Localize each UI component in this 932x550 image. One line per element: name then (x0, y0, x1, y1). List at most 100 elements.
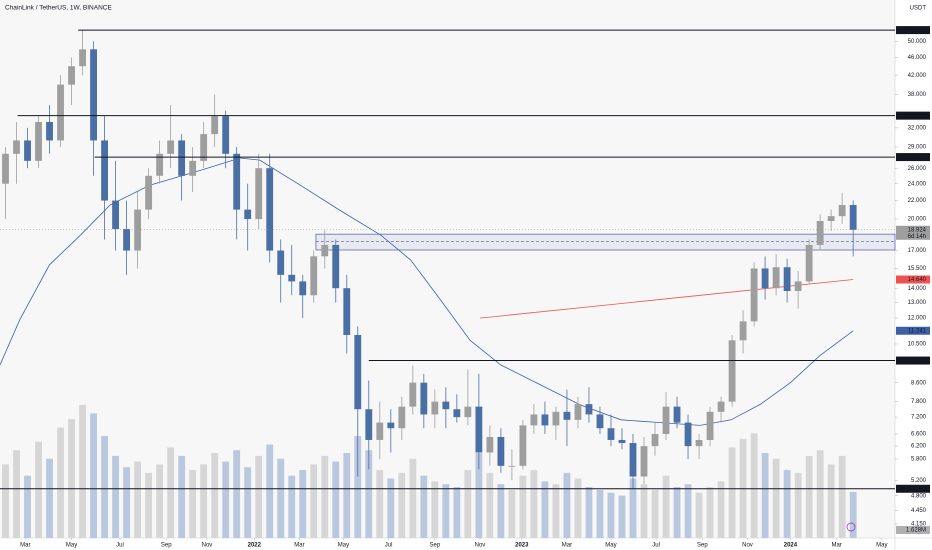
candle-body (178, 140, 186, 176)
volume-bar (772, 458, 780, 538)
y-tick-label: 14.000 (908, 286, 927, 292)
candle-body (464, 406, 472, 418)
y-tick-label: 6.600 (911, 432, 927, 438)
candle-body (222, 116, 230, 154)
volume-bar (299, 470, 307, 538)
candle-body (321, 244, 329, 257)
x-tick-label: 2023 (515, 543, 529, 549)
candle-body (398, 406, 406, 429)
x-tick-label: May (605, 543, 616, 549)
volume-bar (750, 433, 758, 538)
volume-bar (222, 461, 230, 538)
x-tick-label: Mar (562, 543, 572, 549)
candle-body (255, 168, 263, 220)
level-label-bg (896, 484, 930, 493)
y-tick-label: 4.150 (911, 522, 927, 528)
y-tick-label: 15.500 (908, 266, 927, 272)
x-tick-label: May (876, 543, 887, 549)
price-axis (895, 0, 932, 550)
y-tick-label: 12.000 (908, 316, 927, 322)
y-tick-label: 22.000 (908, 198, 927, 204)
candle-body (101, 140, 108, 201)
volume-bar (68, 419, 75, 538)
volume-bar (629, 478, 637, 538)
volume-bar (409, 458, 417, 538)
volume-bar (90, 413, 97, 538)
volume-bar (805, 455, 813, 538)
candle-body (497, 436, 505, 466)
candle-body (79, 49, 86, 67)
x-tick-label: 2024 (784, 543, 798, 549)
candle-body (211, 116, 219, 135)
volume-bar (497, 484, 505, 538)
volume-bar (574, 478, 582, 538)
candle-body (695, 439, 703, 447)
candle-body (475, 406, 483, 453)
level-label-bg (896, 111, 930, 120)
volume-label: 1.628M (906, 528, 926, 534)
volume-bar (79, 404, 86, 538)
y-tick-label: 17.000 (908, 248, 927, 254)
level-label-bg (896, 26, 930, 35)
volume-bar (431, 481, 439, 538)
y-tick-label: 32.000 (908, 125, 927, 131)
candle-body (277, 250, 285, 275)
y-tick-label: 26.000 (908, 166, 927, 172)
candle-body (200, 134, 208, 161)
volume-bar (398, 472, 406, 538)
x-tick-label: Sep (697, 543, 708, 549)
candle-body (772, 267, 780, 289)
candle-body (112, 200, 120, 229)
volume-bar (112, 455, 120, 538)
candle-body (57, 84, 64, 141)
candle-body (68, 66, 75, 85)
x-tick-label: Jul (116, 543, 124, 549)
candle-body (662, 406, 670, 435)
volume-bar (266, 444, 274, 538)
y-tick-label: 4.450 (911, 508, 927, 514)
candle-body (640, 446, 648, 477)
candle-body (673, 406, 681, 423)
volume-bar (244, 467, 252, 538)
level-label: 4.976 (911, 486, 927, 492)
volume-bar (365, 450, 373, 538)
candle-body (816, 220, 824, 245)
candle-body (354, 334, 362, 410)
last-price-bg (896, 225, 930, 240)
candle-body (805, 244, 813, 282)
candle-body (519, 425, 527, 466)
volume-bar (717, 481, 725, 538)
candle-body (717, 401, 725, 412)
volume-bar (167, 447, 175, 538)
moving-average (479, 279, 854, 319)
x-tick-label: Jul (385, 543, 393, 549)
candle-body (574, 404, 582, 420)
candle-body (453, 409, 461, 418)
volume-bar (376, 470, 384, 538)
volume-bar (134, 461, 142, 538)
y-tick-label: 10.500 (908, 342, 927, 348)
level-label: 53.000 (908, 28, 927, 34)
candle-body (607, 428, 615, 440)
candle-body (739, 321, 747, 341)
x-tick-label: Sep (161, 543, 172, 549)
volume-bar (783, 470, 791, 538)
candle-body (783, 267, 791, 291)
volume-bar (123, 467, 131, 538)
candle-body (134, 209, 142, 251)
volume-bar (706, 487, 714, 538)
candle-body (596, 414, 604, 429)
volume-bar (178, 455, 186, 538)
level-label-bg (896, 153, 930, 162)
candle-body (541, 414, 549, 426)
x-tick-label: Sep (429, 543, 440, 549)
volume-bar (475, 453, 483, 538)
y-tick-label: 5.800 (911, 457, 927, 463)
volume-bar (651, 489, 659, 538)
candle-body (244, 209, 252, 220)
x-tick-label: Mar (831, 543, 841, 549)
event-icon[interactable] (846, 522, 856, 532)
zone (315, 233, 896, 251)
volume-bar (233, 450, 241, 538)
